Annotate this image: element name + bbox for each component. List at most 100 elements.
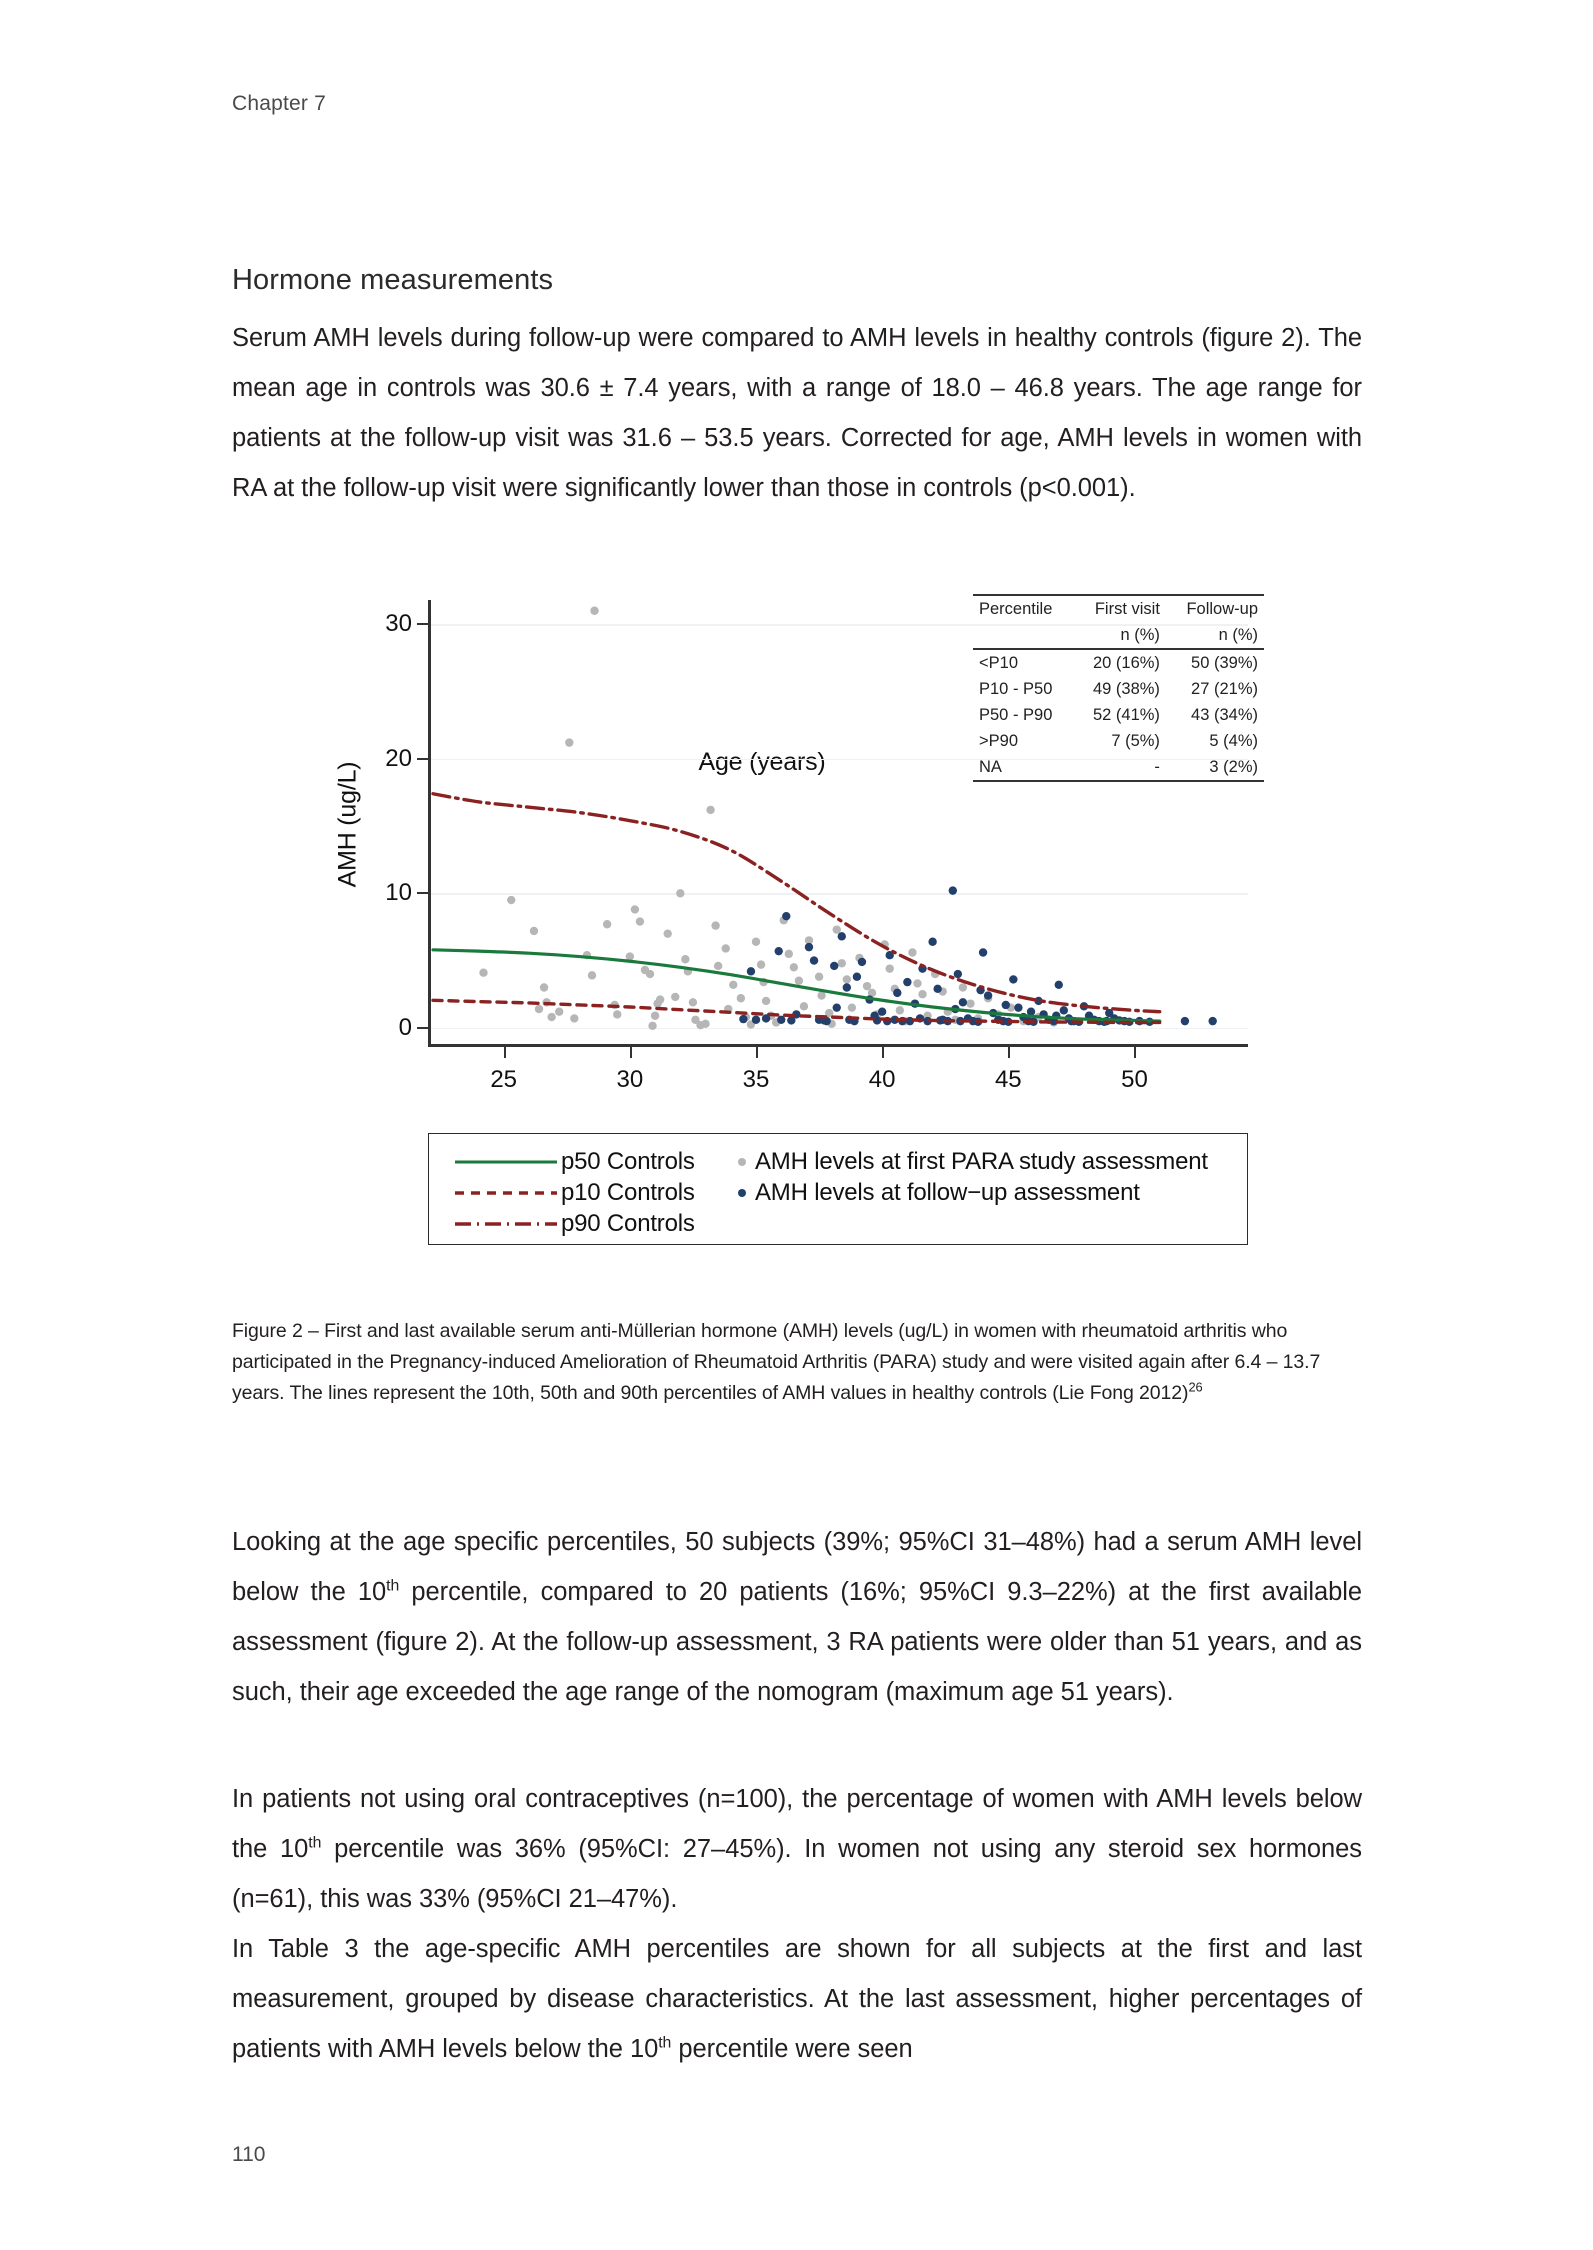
- data-point: [830, 961, 839, 971]
- data-point: [842, 975, 852, 984]
- data-point: [539, 983, 549, 992]
- data-point: [547, 1012, 556, 1022]
- data-point: [479, 968, 488, 977]
- data-point: [507, 895, 516, 905]
- legend-item-first-visit[interactable]: AMH levels at first PARA study assessmen…: [729, 1146, 1229, 1177]
- x-tick-label: 30: [616, 1066, 644, 1093]
- data-point: [1026, 1007, 1036, 1016]
- data-point: [847, 1003, 857, 1012]
- col-header-follow-up: Follow-up: [1165, 594, 1264, 622]
- data-point: [817, 991, 826, 1000]
- cell-first-visit: 20 (16%): [1092, 653, 1160, 672]
- data-point: [739, 1014, 748, 1024]
- data-point: [832, 925, 841, 934]
- legend-lines-column: p50 Controls p10 Controls p90 Controls: [451, 1146, 711, 1239]
- data-point: [953, 969, 963, 979]
- data-point: [903, 977, 912, 987]
- data-point: [784, 949, 793, 959]
- data-point: [928, 937, 937, 946]
- cell-percentile: NA: [973, 754, 1074, 782]
- data-point: [691, 1015, 700, 1024]
- data-point: [837, 932, 846, 941]
- x-axis-title: Age (years): [698, 748, 826, 776]
- cell-percentile: P50 - P90: [979, 705, 1053, 724]
- data-point: [814, 972, 824, 981]
- page-number: 110: [232, 2143, 266, 2166]
- data-point: [746, 967, 756, 976]
- data-point: [671, 992, 680, 1002]
- section-heading: Hormone measurements: [232, 264, 554, 297]
- y-tick-label: 30: [385, 610, 412, 638]
- figure-caption-text: Figure 2 – First and last available seru…: [232, 1319, 1321, 1404]
- data-point: [832, 1003, 841, 1012]
- x-tick-label: 45: [994, 1066, 1022, 1093]
- data-point: [635, 917, 645, 926]
- data-point: [794, 976, 804, 985]
- y-tick-label: 0: [398, 1013, 412, 1041]
- cell-percentile: >P90: [979, 731, 1018, 750]
- figure-caption: Figure 2 – First and last available seru…: [232, 1316, 1364, 1409]
- data-point: [1054, 980, 1063, 989]
- scatter-series: [479, 606, 1058, 1031]
- chart-legend: p50 Controls p10 Controls p90 Controls: [428, 1133, 1248, 1245]
- data-point: [842, 983, 852, 992]
- data-point: [1059, 1006, 1069, 1015]
- data-point: [908, 948, 917, 957]
- legend-item-p90[interactable]: p90 Controls: [451, 1208, 711, 1239]
- legend-label-follow-up: AMH levels at follow−up assessment: [755, 1178, 1140, 1206]
- x-tick: [1134, 1047, 1137, 1058]
- percentile-line: [431, 948, 1162, 1023]
- legend-item-follow-up[interactable]: AMH levels at follow−up assessment: [729, 1177, 1229, 1208]
- bp1-part-b: percentile, compared to 20 patients (16%…: [232, 1577, 1362, 1706]
- table-row: NA -3 (2%): [973, 754, 1264, 782]
- data-point: [978, 948, 988, 957]
- table-header-row-1: Percentile First visit Follow-up: [973, 594, 1264, 622]
- data-point: [706, 805, 715, 815]
- legend-navy-dot-icon: [729, 1183, 755, 1203]
- data-point: [663, 929, 672, 938]
- y-tick: [417, 892, 428, 895]
- data-point: [751, 1015, 761, 1024]
- x-tick: [882, 1047, 885, 1058]
- data-point: [650, 1011, 660, 1020]
- table-row: P10 - P50 49 (38%) 27 (21%): [973, 676, 1264, 702]
- data-point: [852, 972, 862, 981]
- col-header-percentile: Percentile: [973, 594, 1074, 622]
- cell-percentile: P10 - P50: [979, 679, 1053, 698]
- legend-item-p10[interactable]: p10 Controls: [451, 1177, 711, 1208]
- legend-item-p50[interactable]: p50 Controls: [451, 1146, 711, 1177]
- y-tick-label: 10: [385, 879, 412, 907]
- running-head-chapter: Chapter 7: [232, 92, 327, 115]
- x-tick-label: 35: [742, 1066, 770, 1093]
- data-point: [625, 952, 635, 961]
- data-point: [948, 886, 957, 895]
- data-point: [1009, 975, 1018, 984]
- gridline: [431, 893, 1248, 895]
- bp2-ordinal: th: [308, 1834, 322, 1851]
- figure-caption-reference: 26: [1188, 1379, 1203, 1394]
- table-row: P50 - P90 52 (41%) 43 (34%): [973, 702, 1264, 728]
- x-tick-label: 40: [868, 1066, 896, 1093]
- data-point: [895, 1006, 905, 1015]
- cell-follow-up: 50 (39%): [1191, 653, 1258, 672]
- gridline: [431, 624, 1248, 626]
- col-subheader-blank: [973, 622, 1074, 650]
- table-row: <P10 20 (16%) 50 (39%): [973, 649, 1264, 676]
- cell-follow-up: 27 (21%): [1191, 679, 1258, 698]
- cell-first-visit: -: [1073, 754, 1166, 782]
- data-point: [885, 951, 894, 960]
- legend-label-p90: p90 Controls: [561, 1209, 695, 1237]
- data-point: [890, 1015, 899, 1024]
- body-paragraph-1: Looking at the age specific percentiles,…: [232, 1517, 1362, 1717]
- legend-line-dashed-icon: [451, 1183, 561, 1203]
- bp3-part-b: percentile were seen: [671, 2034, 913, 2063]
- data-point: [529, 926, 539, 936]
- bp1-part-a: Looking at the age specific percentiles,…: [232, 1527, 1362, 1606]
- x-tick: [629, 1047, 632, 1058]
- y-tick: [417, 623, 428, 626]
- bp2-part-a: In patients not using oral contraceptive…: [232, 1784, 1362, 1863]
- data-point: [751, 937, 761, 946]
- data-point: [777, 1015, 786, 1024]
- cell-follow-up: 3 (2%): [1165, 754, 1264, 782]
- data-point: [774, 946, 783, 956]
